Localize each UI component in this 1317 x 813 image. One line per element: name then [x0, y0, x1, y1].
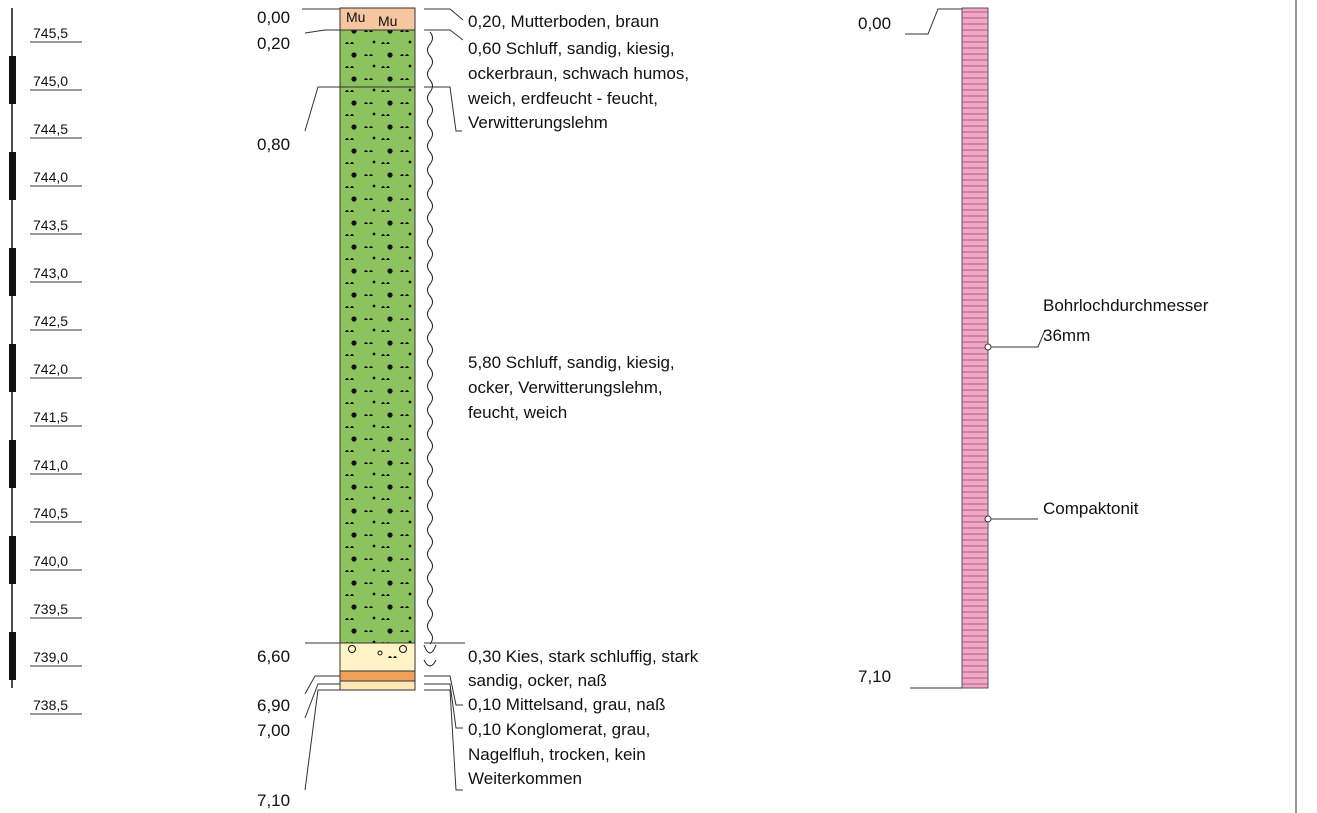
depth-label: 0,20 [257, 34, 290, 53]
depth-label: 7,10 [257, 791, 290, 810]
scale-segment [9, 440, 16, 488]
elevation-label: 742,0 [33, 361, 68, 377]
layer-silt [339, 29, 416, 644]
layer-description: Nagelfluh, trocken, kein [468, 745, 646, 764]
installation-column: 0,00 7,10 Bohrlochdurchmesser 36mm Compa… [858, 7, 1209, 689]
consistency-wavy-line [427, 31, 433, 645]
elevation-label: 745,5 [33, 25, 68, 41]
consistency-symbol [423, 659, 437, 667]
layer-description: 0,10 Mittelsand, grau, naß [468, 695, 666, 714]
depth-label: 0,00 [257, 8, 290, 27]
elevation-label: 744,5 [33, 121, 68, 137]
topsoil-symbol: Mu [346, 9, 365, 25]
gravel-symbol [399, 645, 407, 653]
layer-description: sandig, ocker, naß [468, 671, 607, 690]
layer-description: feucht, weich [468, 403, 567, 422]
topsoil-symbol-2: Mu [378, 13, 397, 29]
layer-conglomerate [339, 680, 416, 691]
depth-label: 7,00 [257, 721, 290, 740]
elevation-label: 738,5 [33, 697, 68, 713]
elevation-label: 740,0 [33, 553, 68, 569]
elevation-label: 744,0 [33, 169, 68, 185]
scale-segment [9, 248, 16, 296]
elevation-label: 743,5 [33, 217, 68, 233]
layer-sand [339, 670, 416, 682]
profile-column: Mu Mu [339, 7, 437, 691]
scale-segment [9, 632, 16, 680]
label-compaktonit: Compaktonit [1043, 499, 1139, 518]
scale-segment [9, 56, 16, 104]
layer-description: ockerbraun, schwach humos, [468, 64, 689, 83]
scale-segment [9, 536, 16, 584]
silt-symbol [388, 656, 397, 658]
layer-gravel [339, 642, 416, 672]
installation-depth-bottom: 7,10 [858, 667, 891, 686]
elevation-label: 739,0 [33, 649, 68, 665]
layer-description: Verwitterungslehm [468, 113, 608, 132]
elevation-label: 742,5 [33, 313, 68, 329]
elevation-label: 743,0 [33, 265, 68, 281]
depth-label: 6,60 [257, 647, 290, 666]
label-diameter: 36mm [1043, 326, 1090, 345]
layer-description: 5,80 Schluff, sandig, kiesig, [468, 353, 675, 372]
gravel-symbol [377, 650, 383, 656]
installation-depth-top: 0,00 [858, 14, 891, 33]
layer-description: Weiterkommen [468, 769, 582, 788]
elevation-label: 741,0 [33, 457, 68, 473]
elevation-label: 745,0 [33, 73, 68, 89]
elevation-label: 739,5 [33, 601, 68, 617]
layer-descriptions: 0,20, Mutterboden, braun 0,60 Schluff, s… [424, 8, 699, 791]
label-bohrloch: Bohrlochdurchmesser [1043, 296, 1209, 315]
layer-description: 0,60 Schluff, sandig, kiesig, [468, 39, 675, 58]
depth-label: 6,90 [257, 696, 290, 715]
consistency-symbol [423, 644, 437, 654]
layer-description: weich, erdfeucht - feucht, [467, 89, 658, 108]
layer-description: 0,10 Konglomerat, grau, [468, 720, 650, 739]
layer-description: 0,30 Kies, stark schluffig, stark [468, 647, 699, 666]
annotation-point [984, 515, 992, 523]
elevation-label: 741,5 [33, 409, 68, 425]
layer-description: ocker, Verwitterungslehm, [468, 378, 663, 397]
annotation-point [984, 343, 992, 351]
scale-segment [9, 344, 16, 392]
elevation-label: 740,5 [33, 505, 68, 521]
depth-labels: 0,00 0,20 0,80 6,60 6,90 7,00 7,10 [257, 8, 340, 810]
gravel-symbol [348, 645, 356, 653]
depth-label: 0,80 [257, 135, 290, 154]
elevation-scale: 745,5 745,0 744,5 744,0 743,5 743,0 742,5 742,0… [9, 8, 82, 715]
scale-segment [9, 152, 16, 200]
layer-description: 0,20, Mutterboden, braun [468, 12, 659, 31]
